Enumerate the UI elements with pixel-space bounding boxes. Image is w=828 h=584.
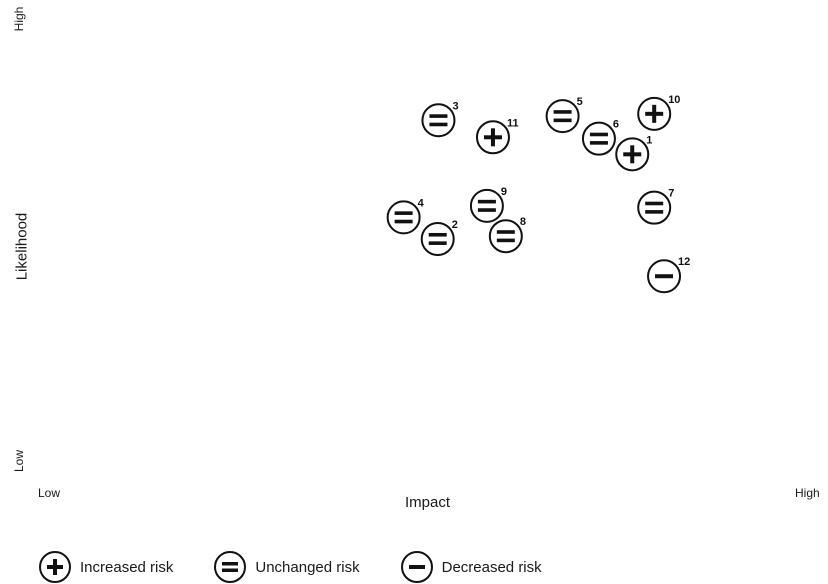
equals-bar-bottom bbox=[589, 141, 608, 145]
risk-number-label: 3 bbox=[452, 100, 458, 112]
equals-bar-bottom bbox=[496, 238, 515, 243]
risk-number-label: 12 bbox=[678, 256, 690, 268]
risk-number-label: 4 bbox=[418, 197, 425, 209]
equals-bar-top bbox=[394, 211, 413, 215]
x-axis-low-label: Low bbox=[38, 486, 61, 500]
plus-bar-vertical bbox=[490, 128, 495, 147]
risk-marker-circle bbox=[469, 188, 504, 223]
equals-circle-icon bbox=[214, 551, 247, 583]
equals-bar-top bbox=[589, 132, 608, 137]
equals-bar-top bbox=[496, 230, 515, 234]
equals-bar-top bbox=[428, 232, 447, 237]
risk-number-label: 1 bbox=[646, 134, 652, 146]
equals-bar-bottom bbox=[477, 208, 496, 212]
minus-circle-icon bbox=[400, 551, 433, 583]
risk-number-label: 2 bbox=[452, 219, 458, 231]
risk-marker-circle bbox=[581, 121, 616, 156]
risk-number-label: 8 bbox=[520, 216, 526, 228]
risk-number-label: 5 bbox=[577, 96, 583, 108]
equals-bar-top bbox=[553, 110, 572, 114]
risk-marker-5: 5 bbox=[545, 96, 583, 134]
legend-label-unchanged: Unchanged risk bbox=[255, 558, 360, 576]
plus-bar-vertical bbox=[630, 145, 635, 164]
risk-marker-6: 6 bbox=[581, 119, 619, 156]
legend-item-decreased: Decreased risk bbox=[400, 550, 542, 584]
equals-bar-bottom bbox=[429, 122, 448, 127]
risk-number-label: 7 bbox=[668, 188, 674, 200]
chart-legend: Increased risk Unchanged risk Decreased … bbox=[38, 550, 582, 584]
risk-marker-3: 3 bbox=[421, 100, 459, 138]
risk-marker-circle bbox=[420, 221, 455, 256]
x-axis-title: Impact bbox=[405, 494, 451, 511]
legend-item-unchanged: Unchanged risk bbox=[213, 550, 360, 584]
equals-bar-bottom bbox=[553, 118, 572, 123]
risk-number-label: 11 bbox=[507, 117, 519, 129]
risk-number-label: 10 bbox=[668, 94, 680, 106]
risk-marker-circle bbox=[421, 103, 456, 138]
risk-marker-circle bbox=[488, 219, 523, 254]
equals-bar-top bbox=[477, 199, 496, 204]
risk-marker-10: 10 bbox=[637, 94, 680, 131]
risk-marker-4: 4 bbox=[386, 197, 425, 235]
risk-marker-9: 9 bbox=[469, 186, 507, 223]
legend-label-decreased: Decreased risk bbox=[441, 558, 542, 576]
risk-marker-2: 2 bbox=[420, 219, 458, 256]
legend-item-increased: Increased risk bbox=[38, 550, 173, 584]
risk-marker-circle bbox=[386, 200, 421, 235]
equals-bar-top bbox=[429, 114, 448, 118]
plus-circle-icon bbox=[39, 551, 71, 583]
risk-marker-11: 11 bbox=[475, 117, 519, 155]
equals-bar-bottom bbox=[394, 219, 413, 224]
risk-marker-8: 8 bbox=[488, 216, 526, 254]
risk-number-label: 9 bbox=[501, 186, 507, 198]
legend-label-increased: Increased risk bbox=[80, 558, 174, 576]
equals-bar-top bbox=[645, 201, 664, 206]
x-axis-high-label: High bbox=[795, 486, 820, 500]
equals-bar-bottom bbox=[428, 241, 447, 245]
minus-bar bbox=[655, 274, 674, 279]
risk-marker-circle bbox=[545, 99, 580, 134]
risk-marker-12: 12 bbox=[647, 256, 690, 294]
plus-bar-vertical bbox=[652, 104, 657, 123]
risk-number-label: 6 bbox=[613, 119, 619, 131]
risk-marker-circle bbox=[637, 190, 672, 225]
risk-marker-1: 1 bbox=[615, 134, 652, 172]
equals-bar-bottom bbox=[645, 210, 664, 214]
risk-marker-7: 7 bbox=[637, 188, 674, 225]
